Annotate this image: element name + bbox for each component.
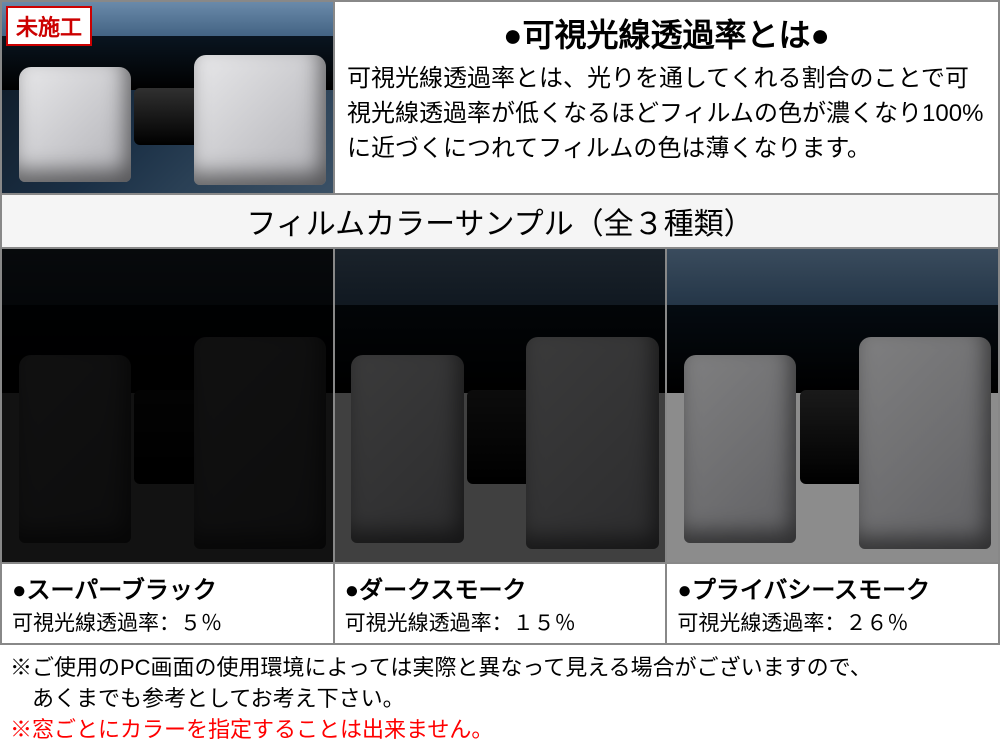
sample-image [667, 249, 998, 564]
sample-name: ●ダークスモーク [345, 570, 656, 605]
sample-image [335, 249, 666, 564]
top-row: 未施工 ●可視光線透過率とは● 可視光線透過率とは、光りを通してくれる割合のこと… [0, 0, 1000, 195]
note-line-red: ※窓ごとにカラーを指定することは出来ません。 [10, 715, 990, 746]
sample-item: ●スーパーブラック 可視光線透過率：５％ [2, 249, 333, 645]
heading: ●可視光線透過率とは● [347, 10, 986, 56]
sample-item: ●ダークスモーク 可視光線透過率：１５％ [333, 249, 666, 645]
sample-rate: 可視光線透過率：５％ [12, 607, 323, 637]
note-line-2: あくまでも参考としてお考え下さい。 [10, 684, 990, 715]
sample-label: ●プライバシースモーク 可視光線透過率：２６％ [667, 564, 998, 645]
description: 可視光線透過率とは、光りを通してくれる割合のことで可視光線透過率が低くなるほどフ… [347, 62, 986, 166]
sample-label: ●ダークスモーク 可視光線透過率：１５％ [335, 564, 666, 645]
sample-name: ●スーパーブラック [12, 570, 323, 605]
sample-rate: 可視光線透過率：２６％ [677, 607, 988, 637]
explanation-panel: ●可視光線透過率とは● 可視光線透過率とは、光りを通してくれる割合のことで可視光… [335, 2, 998, 193]
sample-label: ●スーパーブラック 可視光線透過率：５％ [2, 564, 333, 645]
sample-name: ●プライバシースモーク [677, 570, 988, 605]
samples-row: ●スーパーブラック 可視光線透過率：５％ ●ダークスモーク 可視光線透過率：１５… [0, 249, 1000, 645]
sample-rate: 可視光線透過率：１５％ [345, 607, 656, 637]
sample-image [2, 249, 333, 564]
badge-untreated: 未施工 [6, 6, 92, 46]
notes: ※ご使用のPC画面の使用環境によっては実際と異なって見える場合がございますので、… [0, 645, 1000, 745]
samples-header: フィルムカラーサンプル（全３種類） [0, 195, 1000, 249]
sample-item: ●プライバシースモーク 可視光線透過率：２６％ [665, 249, 998, 645]
note-line-1: ※ご使用のPC画面の使用環境によっては実際と異なって見える場合がございますので、 [10, 653, 990, 684]
reference-image: 未施工 [2, 2, 335, 193]
